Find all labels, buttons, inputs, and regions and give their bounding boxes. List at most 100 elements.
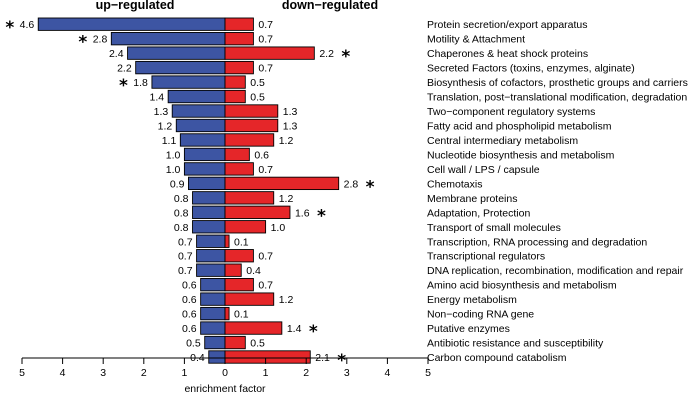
category-label: Amino acid biosynthesis and metabolism — [427, 280, 617, 292]
bar-up-16 — [196, 249, 226, 263]
category-label: Central intermediary metabolism — [427, 135, 578, 147]
category-label: Motility & Attachment — [427, 34, 525, 46]
bar-up-5 — [167, 89, 226, 104]
bar-up-2 — [127, 46, 226, 60]
bar-down-8 — [224, 133, 275, 147]
value-label-down: 1.3 — [283, 120, 298, 132]
bar-down-20 — [224, 306, 230, 321]
value-label-down: 0.1 — [234, 309, 249, 321]
x-tick-label: 2 — [141, 367, 147, 379]
significance-markers-group: * * * * * * * * — [5, 18, 374, 371]
bar-up-20 — [200, 306, 226, 321]
bar-down-13 — [224, 205, 291, 219]
x-tick-label: 4 — [60, 367, 66, 379]
bar-down-4 — [224, 75, 246, 89]
value-label-down: 1.3 — [283, 106, 298, 118]
bar-up-4 — [151, 75, 226, 89]
bar-down-18 — [224, 278, 254, 292]
category-label: Fatty acid and phospholipid metabolism — [427, 120, 612, 132]
x-tick-label: 4 — [384, 367, 390, 379]
value-label-up: 0.7 — [178, 265, 193, 277]
category-label: DNA replication, recombination, modifica… — [427, 265, 684, 277]
bar-up-17 — [196, 263, 226, 277]
bar-down-23 — [224, 350, 311, 364]
x-tick-label: 2 — [303, 367, 309, 379]
bar-up-8 — [179, 133, 226, 147]
value-label-up: 1.0 — [166, 164, 181, 176]
significance-star-down: * — [366, 177, 375, 197]
value-label-up: 0.8 — [174, 193, 189, 205]
x-tick-label: 3 — [344, 367, 350, 379]
bar-down-14 — [224, 220, 267, 234]
bar-down-12 — [224, 191, 275, 205]
value-label-up: 1.2 — [158, 120, 173, 132]
bar-up-22 — [204, 335, 226, 350]
value-labels-group: 4.6 0.7 2.8 0.7 2.4 2.2 2.2 0.7 1.8 0.5 1.4 0.5 1.3 1… — [20, 19, 359, 364]
significance-star-down: * — [317, 206, 326, 226]
value-label-up: 0.6 — [182, 280, 197, 292]
value-label-down: 0.7 — [258, 63, 273, 75]
category-label: Transcriptional regulators — [427, 251, 545, 263]
bar-down-2 — [224, 46, 315, 60]
bar-up-14 — [192, 220, 226, 234]
category-label: Secreted Factors (toxins, enzymes, algin… — [427, 63, 635, 75]
bar-up-3 — [135, 60, 226, 75]
bar-down-16 — [224, 249, 254, 263]
right-title: down−regulated — [282, 0, 378, 12]
bar-down-3 — [224, 60, 254, 75]
category-label: Nucleotide biosynthesis and metabolism — [427, 149, 615, 161]
x-tick-label: 1 — [181, 367, 187, 379]
bar-down-11 — [224, 176, 340, 191]
value-label-up: 2.2 — [117, 63, 132, 75]
value-label-down: 0.7 — [258, 34, 273, 46]
value-label-up: 2.8 — [93, 34, 108, 46]
bar-down-22 — [224, 335, 246, 350]
category-label: Chaperones & heat shock proteins — [427, 48, 588, 60]
value-label-up: 1.4 — [150, 92, 165, 104]
category-label: Two−component regulatory systems — [427, 106, 595, 118]
value-label-up: 0.6 — [182, 294, 197, 306]
category-label: Non−coding RNA gene — [427, 309, 534, 321]
category-label: Adaptation, Protection — [427, 207, 530, 219]
category-label: Putative enzymes — [427, 323, 510, 335]
bar-up-10 — [183, 162, 226, 176]
category-label: Transcription, RNA processing and degrad… — [427, 236, 647, 248]
bar-up-6 — [171, 104, 226, 118]
bar-up-11 — [188, 176, 226, 191]
value-label-down: 1.2 — [279, 294, 294, 306]
category-label: Carbon compound catabolism — [427, 352, 567, 364]
x-tick-label: 3 — [100, 367, 106, 379]
bar-down-0 — [224, 17, 254, 31]
bar-up-13 — [192, 205, 226, 219]
significance-star-down: * — [337, 351, 346, 371]
category-label: Transport of small molecules — [427, 222, 561, 234]
bar-down-6 — [224, 104, 279, 118]
value-label-down: 0.7 — [258, 164, 273, 176]
category-labels-group: Protein secretion/export apparatus Motili… — [427, 19, 688, 364]
value-label-down: 1.6 — [295, 207, 310, 219]
value-label-up: 1.0 — [166, 149, 181, 161]
value-label-down: 1.2 — [279, 135, 294, 147]
bar-down-7 — [224, 118, 279, 133]
category-label: Cell wall / LPS / capsule — [427, 164, 540, 176]
value-label-down: 2.2 — [319, 48, 334, 60]
bar-down-17 — [224, 263, 242, 277]
category-label: Antibiotic resistance and susceptibility — [427, 338, 604, 350]
value-label-up: 0.9 — [170, 178, 185, 190]
x-axis-label: enrichment factor — [184, 383, 266, 395]
value-label-down: 0.5 — [250, 338, 265, 350]
x-tick-label: 0 — [222, 367, 228, 379]
significance-star-down: * — [341, 47, 350, 67]
value-label-up: 1.3 — [154, 106, 169, 118]
value-label-up: 4.6 — [20, 19, 35, 31]
value-label-down: 0.1 — [234, 236, 249, 248]
bar-up-15 — [196, 234, 226, 248]
value-label-down: 0.5 — [250, 92, 265, 104]
significance-star-up: * — [78, 33, 87, 53]
value-label-down: 2.8 — [344, 178, 359, 190]
category-label: Protein secretion/export apparatus — [427, 19, 588, 31]
category-label: Energy metabolism — [427, 294, 517, 306]
value-label-up: 0.8 — [174, 222, 189, 234]
